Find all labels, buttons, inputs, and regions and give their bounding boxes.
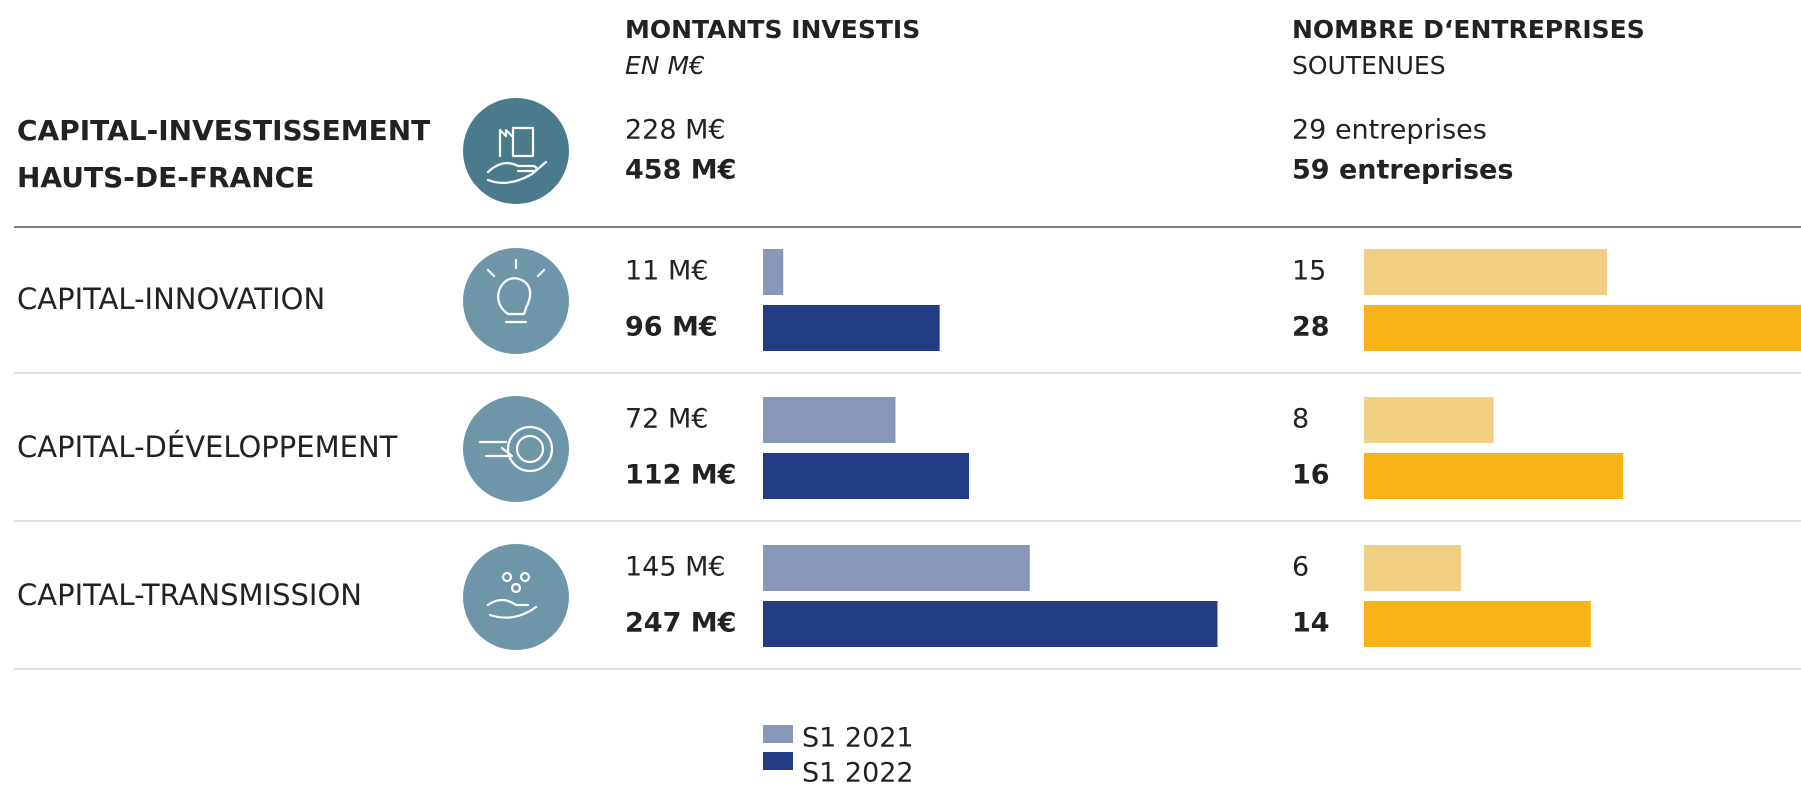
icon-transmission	[463, 544, 569, 650]
icon-innovation	[463, 248, 569, 354]
bar	[1364, 249, 1607, 295]
category-label: CAPITAL-DÉVELOPPEMENT	[17, 430, 398, 464]
panel-subtitle: SOUTENUES	[1292, 51, 1446, 80]
value-label: 16	[1292, 460, 1330, 491]
value-label: 11 M€	[625, 256, 708, 287]
value-label: 145 M€	[625, 552, 726, 583]
bar	[1364, 601, 1591, 647]
panel-subtitle: EN M€	[625, 51, 705, 80]
total-label: 228 M€	[625, 115, 726, 146]
value-label: 96 M€	[625, 312, 718, 343]
value-label: 247 M€	[625, 608, 736, 639]
total-label: 458 M€	[625, 155, 736, 186]
bar	[763, 545, 1030, 591]
value-label: 112 M€	[625, 460, 736, 491]
icon-glyph	[486, 571, 538, 619]
legend-swatch	[763, 725, 793, 743]
main-title: CAPITAL-INVESTISSEMENT	[17, 114, 430, 147]
bar	[763, 601, 1218, 647]
bar	[763, 453, 970, 499]
panel-title: MONTANTS INVESTIS	[625, 15, 920, 44]
bar	[1364, 397, 1494, 443]
icon-glyph	[486, 258, 546, 324]
legend-label: S1 2022	[802, 758, 914, 789]
value-label: 6	[1292, 552, 1309, 583]
bar	[1364, 545, 1462, 591]
total-label: 59 entreprises	[1292, 155, 1513, 186]
panel-title: NOMBRE D‘ENTREPRISES	[1292, 15, 1645, 44]
bar	[763, 249, 784, 295]
value-label: 15	[1292, 256, 1326, 287]
icon-glyph	[478, 425, 554, 473]
value-label: 14	[1292, 608, 1330, 639]
main-title: HAUTS-DE-FRANCE	[17, 161, 314, 194]
bar	[763, 397, 896, 443]
bar	[763, 305, 940, 351]
bar	[1364, 453, 1624, 499]
category-label: CAPITAL-TRANSMISSION	[17, 578, 362, 612]
value-label: 28	[1292, 312, 1330, 343]
bar	[1364, 305, 1801, 351]
icon-glyph	[486, 126, 548, 185]
icon-header	[463, 98, 569, 204]
value-label: 72 M€	[625, 404, 708, 435]
legend-label: S1 2021	[802, 723, 914, 754]
legend-swatch	[763, 752, 793, 770]
total-label: 29 entreprises	[1292, 115, 1487, 146]
value-label: 8	[1292, 404, 1309, 435]
category-label: CAPITAL-INNOVATION	[17, 282, 325, 316]
